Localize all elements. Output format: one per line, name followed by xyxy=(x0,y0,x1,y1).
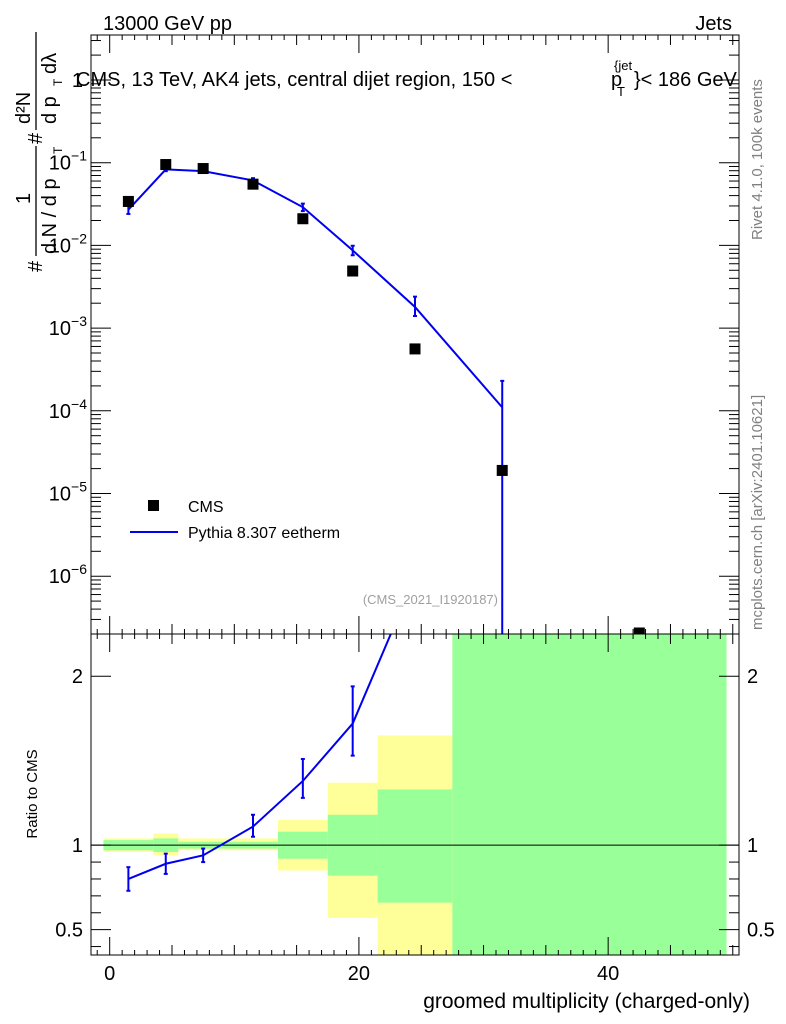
y-tick-exponent: −1 xyxy=(71,148,87,164)
ratio-ticks xyxy=(91,634,739,955)
title-sub: T xyxy=(617,84,625,99)
y-tick-base: 10 xyxy=(49,401,71,423)
cms-marker xyxy=(247,178,259,190)
ylabel-dpt: d p xyxy=(39,96,61,124)
cms-marker xyxy=(633,627,645,634)
title-text: CMS, 13 TeV, AK4 jets, central dijet reg… xyxy=(76,69,512,91)
x-tick-label: 20 xyxy=(348,963,370,985)
ratio-y-tick-label-right: 1 xyxy=(747,835,758,857)
main-frame xyxy=(90,34,740,635)
analysis-watermark: (CMS_2021_I1920187) xyxy=(363,592,498,607)
ylabel-t-sub-1: T xyxy=(51,146,65,154)
title-p: p xyxy=(611,69,622,91)
ratio-y-tick-label-left: 2 xyxy=(72,666,83,688)
ylabel-one: 1 xyxy=(13,193,35,204)
cms-marker xyxy=(122,195,134,207)
y-tick-exponent: −5 xyxy=(71,478,87,494)
ylabel-hash-2: # xyxy=(25,132,47,144)
legend-cms-marker xyxy=(148,500,159,511)
header-jets-label: Jets xyxy=(695,13,732,35)
main-panel: 10−610−510−410−310−210−11 (CMS_2021_I192… xyxy=(49,34,740,635)
y-tick-label: 1 xyxy=(72,70,83,92)
y-tick-base: 10 xyxy=(49,235,71,257)
cms-marker xyxy=(297,213,309,225)
ratio-y-tick-label-right: 2 xyxy=(747,666,758,688)
x-tick-label: 40 xyxy=(597,963,619,985)
y-tick-label: 10−1 xyxy=(49,148,87,175)
main-title: CMS, 13 TeV, AK4 jets, central dijet reg… xyxy=(76,58,738,99)
x-tick-label: 0 xyxy=(104,963,115,985)
y-tick-label: 10−6 xyxy=(49,561,87,588)
cms-marker xyxy=(197,163,209,175)
ratio-y-tick-label-left: 0.5 xyxy=(55,920,83,942)
y-tick-base: 10 xyxy=(49,153,71,175)
ylabel-d2n: d²N xyxy=(13,92,35,124)
ylabel-dn-dpt: d N / d p xyxy=(39,178,61,254)
mcplots-label: mcplots.cern.ch [arXiv:2401.10621] xyxy=(749,395,766,630)
ratio-bands xyxy=(103,634,727,955)
y-tick-label: 10−5 xyxy=(49,478,87,505)
y-tick-label: 10−3 xyxy=(49,313,87,340)
ratio-band-inner xyxy=(452,634,727,955)
y-tick-base: 10 xyxy=(49,483,71,505)
y-tick-label: 10−2 xyxy=(49,230,87,257)
title-sup: {jet xyxy=(614,58,632,73)
y-tick-exponent: −4 xyxy=(71,396,87,412)
legend: CMS Pythia 8.307 eetherm xyxy=(130,499,340,542)
ratio-y-tick-label-left: 1 xyxy=(72,835,83,857)
y-tick-base: 1 xyxy=(72,70,83,92)
main-series xyxy=(122,159,645,634)
main-ylabel: # 1 d N / d p T # d²N d p T dλ xyxy=(13,32,65,272)
ratio-y-tick-label-right: 0.5 xyxy=(747,920,775,942)
ylabel-dlambda: dλ xyxy=(39,53,61,74)
ratio-frame xyxy=(90,633,740,956)
title-end: }< 186 GeV xyxy=(634,69,738,91)
main-ticks xyxy=(91,35,739,635)
ratio-series xyxy=(126,634,392,892)
ratio-panel: 0.5 0.51 12 20 20 40 Ratio to CMS groomed mul… xyxy=(24,633,775,1013)
cms-marker xyxy=(496,464,508,476)
y-tick-base: 10 xyxy=(49,566,71,588)
rivet-version-label: Rivet 4.1.0, 100k events xyxy=(749,79,766,240)
x-axis-label: groomed multiplicity (charged-only) xyxy=(423,990,750,1013)
y-tick-base: 10 xyxy=(49,318,71,340)
cms-marker xyxy=(347,265,359,277)
cms-marker xyxy=(160,159,172,171)
y-tick-exponent: −3 xyxy=(71,313,87,329)
legend-pythia-label: Pythia 8.307 eetherm xyxy=(188,525,340,542)
legend-cms-label: CMS xyxy=(188,499,224,516)
y-tick-exponent: −6 xyxy=(71,561,87,577)
ylabel-t-sub-2: T xyxy=(51,78,65,86)
ratio-band-inner xyxy=(377,789,453,903)
main-tick-labels: 10−610−510−410−310−210−11 xyxy=(49,70,87,588)
ratio-ylabel: Ratio to CMS xyxy=(24,749,41,838)
pythia-line xyxy=(127,168,503,409)
cms-marker xyxy=(409,343,421,355)
header-energy-label: 13000 GeV pp xyxy=(103,13,232,35)
ylabel-hash-1: # xyxy=(25,260,47,272)
ratio-tick-labels: 0.5 0.51 12 20 20 40 xyxy=(55,666,775,985)
y-tick-label: 10−4 xyxy=(49,396,87,423)
y-tick-exponent: −2 xyxy=(71,230,87,246)
